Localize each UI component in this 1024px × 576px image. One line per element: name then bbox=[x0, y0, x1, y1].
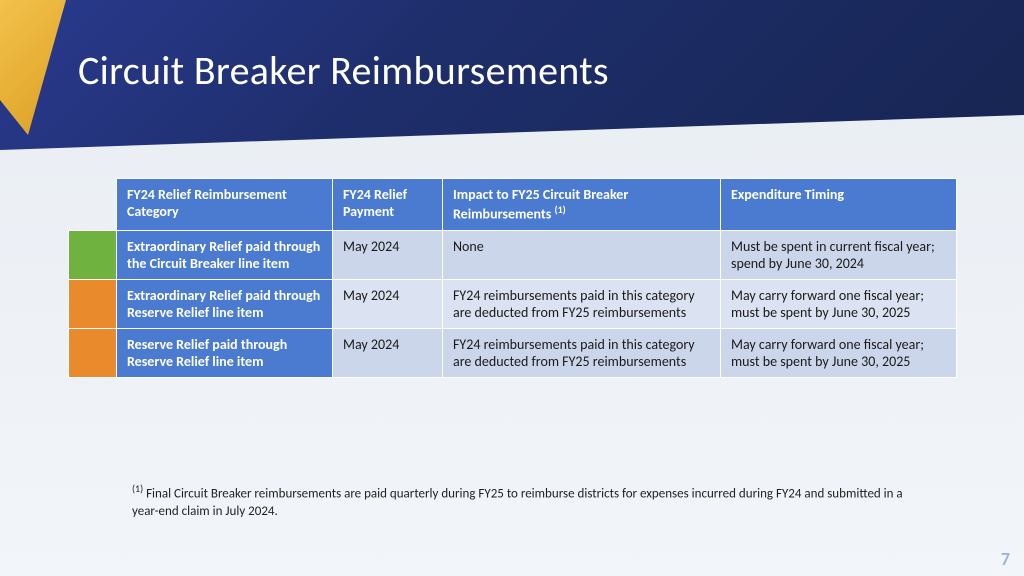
cell-payment: May 2024 bbox=[333, 230, 443, 279]
table-header-impact-sup: (1) bbox=[554, 203, 565, 216]
cell-category: Extraordinary Relief paid through Reserv… bbox=[117, 279, 333, 328]
cell-timing: May carry forward one fiscal year; must … bbox=[721, 279, 957, 328]
cell-impact: None bbox=[443, 230, 721, 279]
footnote: (1) Final Circuit Breaker reimbursements… bbox=[132, 482, 922, 520]
table-header-blank bbox=[69, 179, 117, 231]
cell-timing: Must be spent in current fiscal year; sp… bbox=[721, 230, 957, 279]
slide: Circuit Breaker Reimbursements FY24 Reli… bbox=[0, 0, 1024, 576]
reimbursement-table: FY24 Relief Reimbursement Category FY24 … bbox=[68, 178, 956, 378]
cell-payment: May 2024 bbox=[333, 328, 443, 377]
table-header-category: FY24 Relief Reimbursement Category bbox=[117, 179, 333, 231]
page-title: Circuit Breaker Reimbursements bbox=[78, 46, 609, 95]
footnote-text: Final Circuit Breaker reimbursements are… bbox=[132, 486, 903, 519]
cell-timing: May carry forward one fiscal year; must … bbox=[721, 328, 957, 377]
table-row: Reserve Relief paid through Reserve Reli… bbox=[69, 328, 957, 377]
table-header-payment: FY24 Relief Payment bbox=[333, 179, 443, 231]
cell-payment: May 2024 bbox=[333, 279, 443, 328]
page-number: 7 bbox=[1001, 548, 1010, 570]
row-swatch bbox=[69, 279, 117, 328]
cell-impact: FY24 reimbursements paid in this categor… bbox=[443, 328, 721, 377]
cell-category: Extraordinary Relief paid through the Ci… bbox=[117, 230, 333, 279]
table-row: Extraordinary Relief paid through the Ci… bbox=[69, 230, 957, 279]
row-swatch bbox=[69, 230, 117, 279]
footnote-sup: (1) bbox=[132, 482, 143, 495]
table-row: Extraordinary Relief paid through Reserv… bbox=[69, 279, 957, 328]
cell-category: Reserve Relief paid through Reserve Reli… bbox=[117, 328, 333, 377]
cell-impact: FY24 reimbursements paid in this categor… bbox=[443, 279, 721, 328]
table-header-impact-text: Impact to FY25 Circuit Breaker Reimburse… bbox=[453, 186, 628, 223]
table-header-impact: Impact to FY25 Circuit Breaker Reimburse… bbox=[443, 179, 721, 231]
row-swatch bbox=[69, 328, 117, 377]
table-header-timing: Expenditure Timing bbox=[721, 179, 957, 231]
